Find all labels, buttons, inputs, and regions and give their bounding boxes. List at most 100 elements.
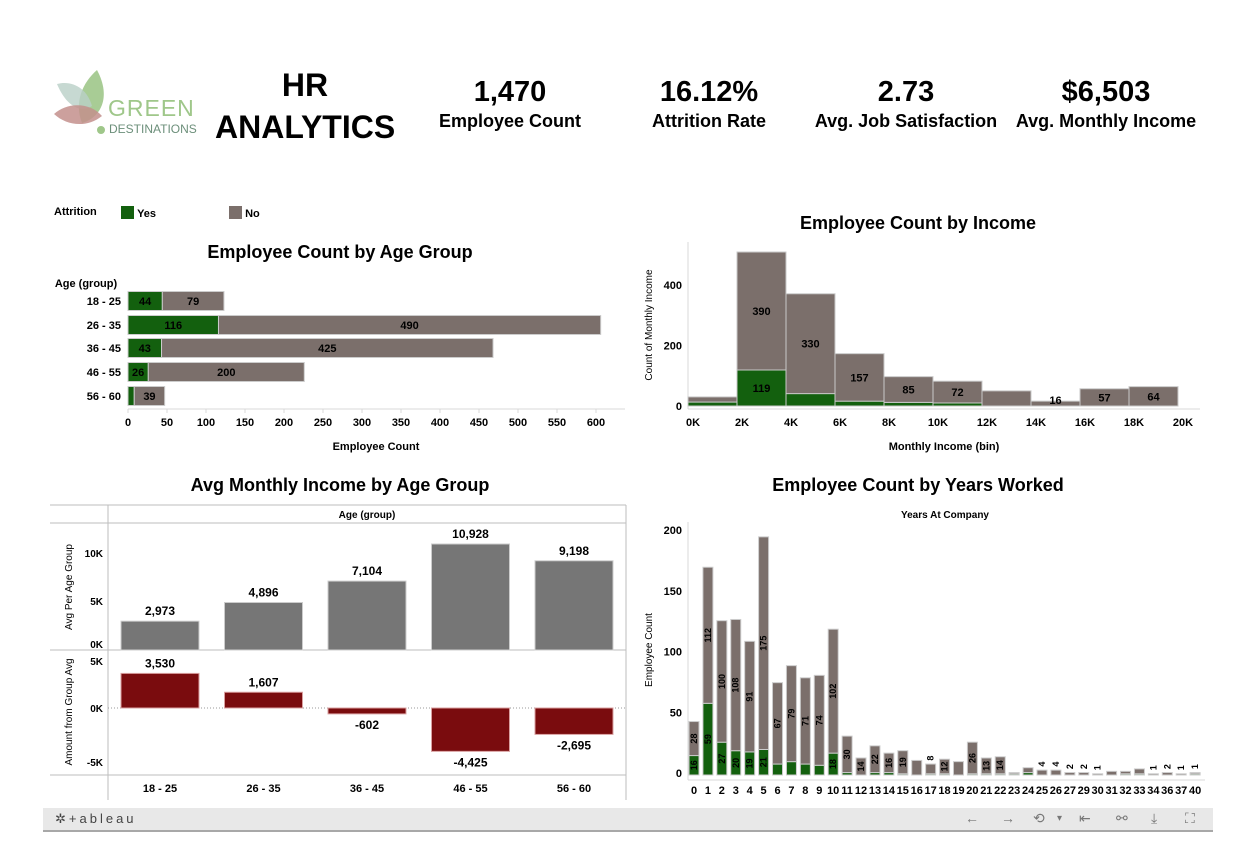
x-tick-label: 32	[1119, 785, 1131, 797]
tableau-logo-icon: ✲	[55, 811, 69, 826]
y-tick-label: 5K	[90, 657, 104, 668]
bar-segment-no	[1050, 769, 1062, 776]
x-tick-label: 21	[980, 785, 992, 797]
bar-label: 13	[981, 761, 991, 771]
bar-segment-no	[1161, 772, 1173, 776]
bar-segment-no	[716, 620, 728, 743]
x-tick-label: 10K	[928, 417, 948, 429]
chart-years-worked: Employee Count by Years Worked Years At C…	[644, 475, 1205, 797]
bar-label: 59	[703, 734, 713, 744]
bar-label: 57	[1098, 392, 1110, 404]
bar-segment-no	[981, 390, 1032, 407]
category-label: 18 - 25	[143, 783, 177, 795]
category-label: 18 - 25	[87, 296, 121, 308]
x-tick-label: 400	[431, 417, 449, 429]
bar-segment-yes	[883, 401, 934, 407]
undo-icon[interactable]: ←	[965, 810, 979, 826]
x-tick-label: 23	[1008, 785, 1020, 797]
bar-label: 200	[217, 367, 235, 379]
bar-label: 22	[870, 754, 880, 764]
y-tick-label: -5K	[87, 758, 104, 769]
kpi-value: 2.73	[877, 76, 935, 108]
x-tick-label: 12	[855, 785, 867, 797]
x-tick-label: 13	[869, 785, 881, 797]
bar-segment-no	[1022, 767, 1034, 774]
share-icon[interactable]: ⚯	[1116, 810, 1128, 826]
diff-bar	[431, 707, 510, 752]
bar-segment-yes	[785, 761, 797, 776]
bar-label: 2	[1079, 764, 1089, 769]
fullscreen-icon[interactable]: ⛶	[1185, 810, 1195, 826]
x-tick-label: 250	[314, 417, 332, 429]
bar-segment-no	[702, 566, 714, 704]
x-tick-label: 2	[719, 785, 725, 797]
bar-segment-no	[827, 628, 839, 754]
legend-label: No	[245, 208, 260, 220]
bar-segment-no	[1175, 773, 1187, 776]
download-icon[interactable]: ⤓	[1151, 810, 1158, 826]
bar-label: 3,530	[145, 656, 175, 670]
x-tick-label: 100	[197, 417, 215, 429]
legend-item-yes[interactable]: Yes	[121, 206, 156, 220]
x-tick-label: 24	[1022, 785, 1035, 797]
legend-item-no[interactable]: No	[229, 206, 260, 220]
x-tick-label: 40	[1189, 785, 1201, 797]
revert-icon[interactable]: ⟲	[1033, 810, 1045, 826]
bar-label: -602	[355, 718, 379, 732]
y-tick-label: 5K	[90, 597, 104, 608]
bar-segment-no	[161, 338, 494, 358]
bar-label: 2	[1065, 764, 1075, 769]
x-tick-label: 11	[841, 785, 853, 797]
x-axis-title: Monthly Income (bin)	[889, 441, 1000, 453]
x-tick-label: 17	[925, 785, 937, 797]
bar-segment-no	[966, 741, 978, 775]
bar-label: 7,104	[352, 564, 382, 578]
bar-label: 91	[745, 692, 755, 702]
x-tick-label: 150	[236, 417, 254, 429]
x-tick-label: 37	[1175, 785, 1187, 797]
bar-label: 108	[731, 678, 741, 693]
tableau-brand-text: +ableau	[68, 811, 137, 826]
x-tick-label: 4	[747, 785, 754, 797]
x-tick-label: 9	[816, 785, 822, 797]
bar-segment-yes	[736, 369, 787, 407]
revert-menu-icon[interactable]: ▾	[1057, 813, 1063, 824]
bar-label: 119	[753, 383, 771, 395]
bar-label: 79	[786, 709, 796, 719]
y-tick-label: 200	[664, 525, 682, 537]
redo-icon[interactable]: →	[1001, 810, 1015, 826]
chart-age-group: Employee Count by Age Group Age (group) 18…	[55, 242, 625, 453]
x-tick-label: 27	[1064, 785, 1076, 797]
y-tick-label: 150	[664, 586, 682, 598]
legend-label: Yes	[137, 208, 157, 220]
x-tick-label: 14K	[1026, 417, 1046, 429]
column-header: Age (group)	[339, 510, 396, 521]
legend-swatch-no	[229, 206, 242, 219]
column-header: Years At Company	[901, 510, 989, 521]
bar-segment-no	[688, 721, 700, 757]
bar-segment-no	[1133, 768, 1145, 775]
kpi-job-satisfaction: 2.73 Avg. Job Satisfaction	[806, 76, 1006, 132]
bar-label: 72	[951, 387, 963, 399]
x-tick-label: 18K	[1124, 417, 1144, 429]
bar-label: 4,896	[248, 586, 278, 600]
x-tick-label: 25	[1036, 785, 1048, 797]
bar-label: 175	[759, 636, 769, 651]
bar-segment-no	[1078, 772, 1090, 776]
tableau-logo[interactable]: ✲+ableau	[55, 811, 137, 827]
bar-label: 74	[814, 715, 824, 725]
y-tick-label: 0	[676, 768, 682, 780]
bar-segment-no	[841, 735, 853, 774]
x-tick-label: 300	[353, 417, 371, 429]
bar-label: 67	[773, 718, 783, 728]
bar-label: 14	[856, 761, 866, 771]
bar-label: 1	[1148, 765, 1158, 770]
bar-label: 39	[143, 391, 155, 403]
bar-label: 1	[1176, 765, 1186, 770]
x-tick-label: 0	[125, 417, 131, 429]
reset-icon[interactable]: ⇤	[1079, 810, 1091, 826]
bar-label: 330	[801, 339, 819, 351]
bar-segment-yes	[799, 763, 811, 776]
bar-label: -4,425	[453, 755, 487, 769]
x-tick-label: 0K	[686, 417, 700, 429]
